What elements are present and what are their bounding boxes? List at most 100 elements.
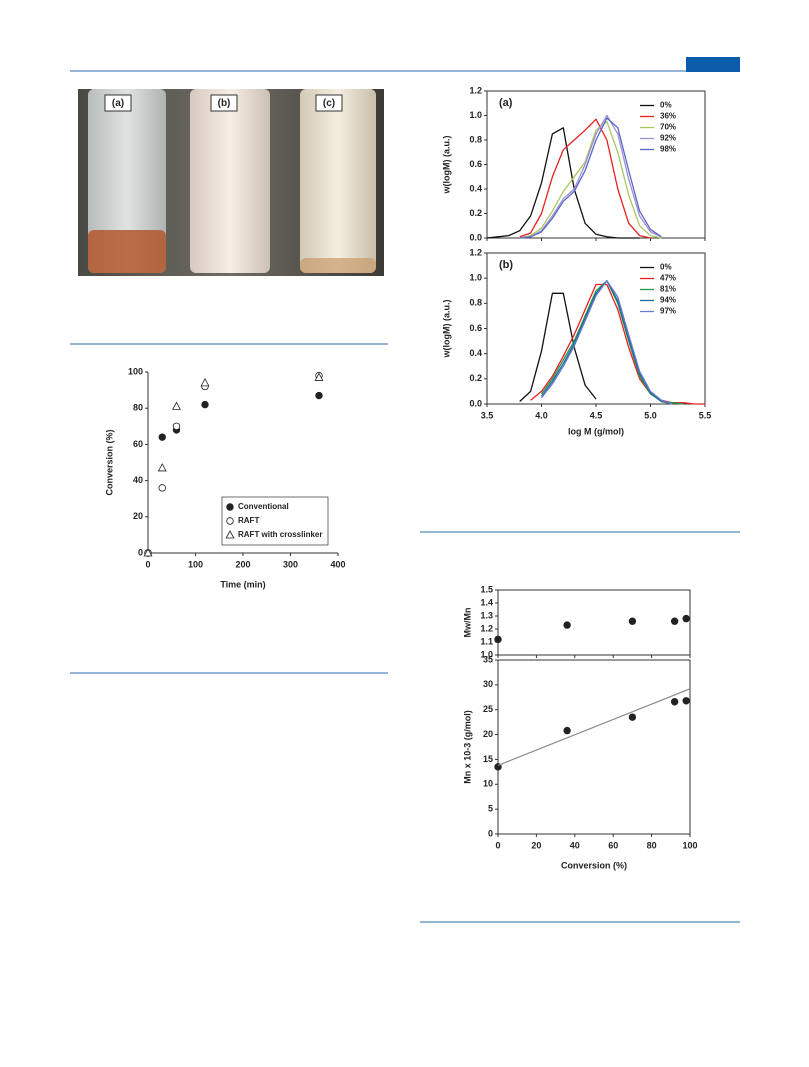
x-tick-label: 200 <box>235 559 250 569</box>
marker <box>670 617 679 625</box>
photo-label: (c) <box>323 98 335 109</box>
x-tick-label: 40 <box>570 840 580 850</box>
x-tick-label: 4.0 <box>535 410 548 420</box>
marker <box>158 484 166 492</box>
panel-label: (b) <box>499 259 513 271</box>
y-tick-label: 0.2 <box>469 208 482 218</box>
y-tick-label: 20 <box>483 729 493 739</box>
x-axis-label: Conversion (%) <box>561 860 627 870</box>
y-tick-label: 1.5 <box>480 584 493 594</box>
photo-label: (a) <box>112 98 124 109</box>
y-tick-label: 10 <box>483 779 493 789</box>
series-line <box>519 117 662 239</box>
y-tick-label: 40 <box>133 475 143 485</box>
legend-label: 0% <box>660 263 672 272</box>
legend-marker <box>225 530 235 539</box>
marker <box>315 391 323 400</box>
x-tick-label: 100 <box>188 559 203 569</box>
marker <box>172 422 181 430</box>
y-tick-label: 0.0 <box>469 232 482 242</box>
x-tick-label: 3.5 <box>481 410 494 420</box>
series-line <box>519 292 597 402</box>
y-tick-label: 0 <box>138 547 143 557</box>
marker <box>682 614 690 623</box>
legend-label: 98% <box>660 145 676 154</box>
legend-label: 70% <box>660 123 676 132</box>
marker <box>314 372 324 381</box>
marker <box>157 463 167 472</box>
legend-label: 94% <box>660 296 676 305</box>
photo: (a) (b) (c) <box>78 89 384 276</box>
y-tick-label: 0.6 <box>469 323 482 333</box>
x-tick-label: 300 <box>283 559 298 569</box>
y-axis-label: w(logM) (a.u.) <box>441 300 451 359</box>
y-tick-label: 1.2 <box>480 623 493 633</box>
plot-frame <box>497 659 691 835</box>
marker <box>682 697 690 705</box>
legend-label: 47% <box>660 274 676 283</box>
y-tick-label: 1.4 <box>480 597 493 607</box>
series-line <box>540 280 673 405</box>
y-tick-label: 80 <box>133 403 143 413</box>
legend-marker <box>226 503 234 511</box>
marker <box>628 617 637 625</box>
x-tick-label: 60 <box>608 840 618 850</box>
x-axis-label: log M (g/mol) <box>568 426 624 436</box>
series-line <box>519 114 662 239</box>
legend-label: Conventional <box>238 502 289 511</box>
header-tab <box>686 57 740 72</box>
marker <box>201 400 209 409</box>
series-line <box>519 118 651 239</box>
y-tick-label: 30 <box>483 679 493 689</box>
legend-box <box>221 496 329 546</box>
legend-label: 81% <box>660 285 676 294</box>
y-tick-label: 25 <box>483 704 493 714</box>
y-tick-label: 1.2 <box>469 85 482 95</box>
photo-label: (b) <box>218 98 231 109</box>
y-tick-label: 0.8 <box>469 298 482 308</box>
marker <box>628 713 637 721</box>
x-tick-label: 100 <box>682 840 697 850</box>
y-tick-label: 1.0 <box>480 649 493 659</box>
y-axis-label: w(logM) (a.u.) <box>441 136 451 195</box>
y-tick-label: 1.0 <box>469 273 482 283</box>
x-tick-label: 0 <box>145 559 150 569</box>
x-tick-label: 4.5 <box>590 410 603 420</box>
y-tick-label: 1.2 <box>469 247 482 257</box>
y-tick-label: 15 <box>483 754 493 764</box>
panel-label: (a) <box>499 97 513 109</box>
y-tick-label: 1.3 <box>480 610 493 620</box>
legend-label: 97% <box>660 307 676 316</box>
y-tick-label: 20 <box>133 511 143 521</box>
y-tick-label: 5 <box>488 804 493 814</box>
y-tick-label: 0.2 <box>469 373 482 383</box>
x-tick-label: 400 <box>330 559 345 569</box>
x-tick-label: 20 <box>531 840 541 850</box>
legend-label: 36% <box>660 112 676 121</box>
marker <box>670 698 679 706</box>
legend-label: RAFT with crosslinker <box>238 530 322 539</box>
marker <box>158 433 166 441</box>
y-tick-label: 0.4 <box>469 183 482 193</box>
plot-frame <box>497 589 691 656</box>
series-line <box>519 120 662 239</box>
marker <box>563 726 571 735</box>
y-tick-label: 0.6 <box>469 159 482 169</box>
y-axis-label: Mw/Mn <box>462 608 472 638</box>
series-line <box>486 127 640 239</box>
legend-marker <box>226 517 234 525</box>
x-tick-label: 80 <box>647 840 657 850</box>
y-tick-label: 35 <box>483 654 493 664</box>
y-axis-label: Conversion (%) <box>104 429 114 495</box>
legend-label: 92% <box>660 134 676 143</box>
marker <box>200 378 210 387</box>
y-tick-label: 0.4 <box>469 348 482 358</box>
y-tick-label: 1.0 <box>469 110 482 120</box>
y-tick-label: 1.1 <box>480 636 493 646</box>
fit-line <box>497 688 691 766</box>
legend-label: RAFT <box>238 516 259 525</box>
y-tick-label: 60 <box>133 439 143 449</box>
y-tick-label: 0.0 <box>469 398 482 408</box>
marker <box>143 548 153 557</box>
